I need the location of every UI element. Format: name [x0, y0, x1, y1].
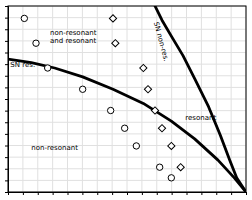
grid-line-y — [8, 75, 246, 76]
grid-line-y — [8, 157, 246, 158]
grid-line-y — [8, 168, 246, 169]
circle-point — [168, 175, 174, 181]
circle-point — [121, 125, 127, 131]
annotations: non-resonantand resonant resonant non-reso… — [10, 21, 216, 152]
circle-point — [79, 86, 85, 92]
circle-point — [44, 65, 50, 71]
grid-line-y — [8, 99, 246, 100]
points — [21, 15, 174, 181]
diamond-point — [168, 142, 175, 149]
annotation: non-resonantand resonant — [50, 29, 97, 45]
grid-line-y — [8, 87, 246, 88]
circle-point — [33, 40, 39, 46]
annotation: resonant — [185, 114, 216, 122]
plot: non-resonantand resonant resonant non-reso… — [5, 6, 247, 195]
diamond-point — [112, 40, 119, 47]
marks — [8, 6, 246, 192]
curve — [155, 6, 246, 192]
curve — [8, 59, 246, 192]
circle-point — [133, 143, 139, 149]
grid — [8, 6, 246, 192]
annotation: SN non-res. — [152, 21, 170, 62]
annotation: non-resonant — [31, 144, 78, 152]
frame — [8, 6, 246, 192]
circle-point — [21, 15, 27, 21]
axis-line — [9, 193, 247, 196]
grid-line-y — [8, 180, 246, 181]
grid-line-y — [8, 17, 246, 18]
diamond-point — [177, 164, 184, 171]
diamond-point — [144, 86, 151, 93]
diamond-point — [158, 125, 165, 132]
points — [109, 15, 184, 171]
grid-line-y — [8, 133, 246, 134]
chart: non-resonantand resonant resonant non-reso… — [0, 0, 252, 200]
circle-point — [156, 164, 162, 170]
grid-line-y — [8, 52, 246, 53]
diamond-point — [109, 15, 116, 22]
circle-point — [107, 107, 113, 113]
diamond-point — [151, 107, 158, 114]
annotation: SN res. — [10, 61, 35, 69]
diamond-point — [140, 64, 147, 71]
grid-line-y — [8, 29, 246, 30]
grid-line-y — [8, 40, 246, 41]
